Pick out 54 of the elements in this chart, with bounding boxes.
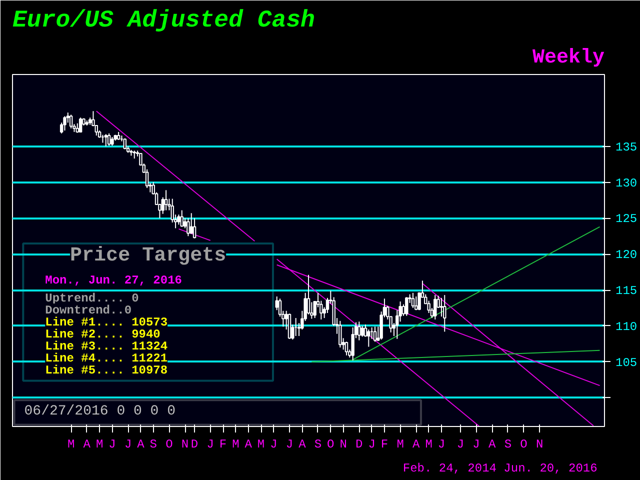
y-tick-label: 110 xyxy=(616,320,638,334)
x-tick-label: J xyxy=(456,438,464,452)
annotation: Line #1.... 10573 xyxy=(45,315,168,330)
x-tick-label: A xyxy=(244,438,253,452)
x-tick-label: J xyxy=(472,438,480,452)
x-tick-label: O xyxy=(327,438,334,452)
x-tick-label: D xyxy=(356,438,363,452)
x-tick-label: J xyxy=(438,438,446,452)
x-tick-label: O xyxy=(520,438,528,452)
x-tick-label: N xyxy=(340,438,347,452)
x-tick-label: F xyxy=(380,438,388,452)
x-tick-label: A xyxy=(137,438,146,452)
x-tick-label: S xyxy=(314,438,322,452)
x-tick-label: N xyxy=(536,438,544,452)
chart-subtitle: Weekly xyxy=(532,46,605,70)
y-tick-label: 120 xyxy=(616,248,638,262)
annotation: 06/27/2016 0 0 0 0 xyxy=(24,403,176,420)
x-tick-label: J xyxy=(124,438,132,452)
x-tick-label: A xyxy=(412,438,421,452)
x-tick-label: J xyxy=(206,438,214,452)
x-tick-label: O xyxy=(166,438,173,452)
annotation: Mon., Jun. 27, 2016 xyxy=(45,273,182,288)
annotation: Line #2.... 9940 xyxy=(45,327,160,342)
x-tick-label: J xyxy=(286,438,294,452)
x-tick-label: A xyxy=(488,438,497,452)
annotation: Line #3.... 11324 xyxy=(45,339,168,354)
chart-title: Euro/US Adjusted Cash xyxy=(12,8,315,34)
x-tick-label: S xyxy=(504,438,512,452)
y-tick-label: 125 xyxy=(616,212,638,226)
annotation: Line #5.... 10978 xyxy=(45,363,168,378)
x-tick-label: M xyxy=(257,438,265,452)
x-tick-label: J xyxy=(368,438,376,452)
y-tick-label: 135 xyxy=(616,140,638,154)
text: Feb. 24, 2014 Jun. 20, 2016 xyxy=(402,462,598,476)
x-tick-label: J xyxy=(108,438,116,452)
x-tick-label: N xyxy=(181,438,189,452)
y-tick-label: 115 xyxy=(616,284,638,298)
x-tick-label: M xyxy=(96,438,104,452)
y-tick-label: 130 xyxy=(616,176,638,190)
x-tick-label: F xyxy=(219,438,227,452)
x-tick-label: M xyxy=(396,438,404,452)
x-tick-label: M xyxy=(425,438,432,452)
x-tick-label: A xyxy=(298,438,307,452)
annotation: Downtrend..0 xyxy=(45,303,132,318)
x-tick-label: A xyxy=(83,438,92,452)
annotation: Uptrend.... 0 xyxy=(45,291,139,306)
x-tick-label: J xyxy=(270,438,278,452)
y-tick-label: 105 xyxy=(616,356,638,370)
x-tick-label: M xyxy=(232,438,240,452)
annotation: Price Targets xyxy=(70,244,226,268)
x-tick-label: D xyxy=(190,438,198,452)
x-tick-label: M xyxy=(67,438,75,452)
x-tick-label: S xyxy=(150,438,157,452)
annotation: Line #4.... 11221 xyxy=(45,351,168,366)
